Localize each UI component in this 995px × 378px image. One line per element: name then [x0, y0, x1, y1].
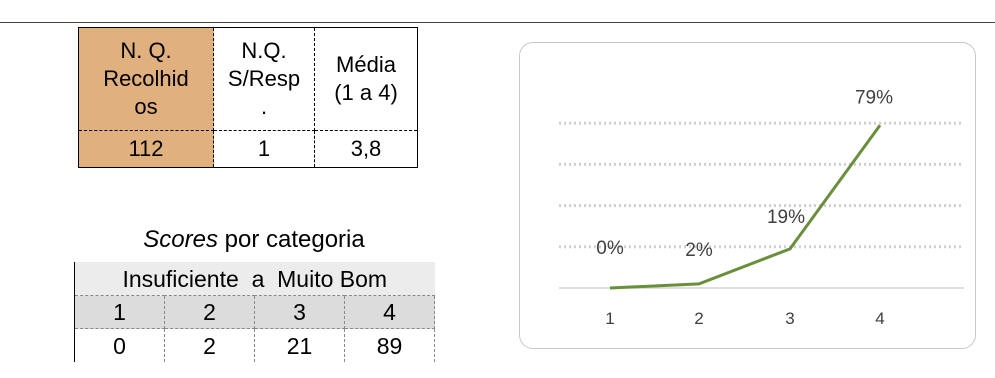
header-line: N.Q.: [241, 38, 287, 63]
line-chart: 0% 2% 19% 79% 1 2 3 4: [559, 87, 964, 328]
scores-title: Scores por categoria: [74, 226, 434, 254]
header-line: S/Resp: [227, 66, 301, 91]
scores-table: Insuficiente a Muito Bom 1 2 3 4 0 2 21 …: [74, 262, 435, 362]
header-average: Média (1 a 4): [314, 27, 418, 131]
count-cell: 89: [344, 328, 435, 362]
category-cell: 1: [74, 295, 165, 329]
count-cell: 21: [254, 328, 345, 362]
header-questionnaires-collected: N. Q. Recolhid os: [78, 27, 214, 131]
scores-range-label: Insuficiente a Muito Bom: [74, 262, 435, 296]
header-line: N. Q.: [120, 38, 172, 63]
header-line: Recolhid: [103, 66, 189, 91]
series-line: [609, 124, 882, 290]
value-questionnaires-collected: 112: [78, 130, 214, 168]
x-tick-label: 4: [875, 309, 884, 328]
header-line: (1 a 4): [334, 80, 398, 105]
x-tick-label: 3: [785, 309, 794, 328]
value-average: 3,8: [314, 130, 418, 168]
data-label: 2%: [685, 240, 713, 261]
header-line: os: [134, 94, 158, 119]
category-cell: 4: [344, 295, 435, 329]
count-cell: 0: [74, 328, 165, 362]
count-cell: 2: [164, 328, 255, 362]
scores-title-italic: Scores: [143, 226, 218, 253]
top-caption-strip: [0, 0, 995, 23]
header-line: Média: [336, 52, 396, 77]
data-label: 0%: [596, 238, 624, 259]
value-no-answer: 1: [213, 130, 315, 168]
category-cell: 3: [254, 295, 345, 329]
chart-frame: [519, 42, 976, 349]
summary-table: N. Q. Recolhid os N.Q. S/Resp . Média (1…: [78, 27, 418, 168]
x-tick-label: 1: [605, 309, 614, 328]
header-no-answer: N.Q. S/Resp .: [213, 27, 315, 131]
data-label: 79%: [855, 87, 893, 108]
category-cell: 2: [164, 295, 255, 329]
data-label: 19%: [767, 207, 805, 228]
header-line: .: [260, 94, 268, 119]
scores-title-rest: por categoria: [217, 226, 365, 253]
x-tick-label: 2: [694, 309, 703, 328]
